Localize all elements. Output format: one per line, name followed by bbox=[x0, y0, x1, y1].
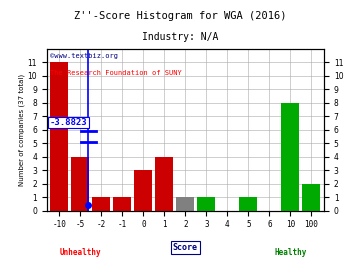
Bar bbox=[302, 184, 320, 211]
Text: -3.8823: -3.8823 bbox=[50, 118, 87, 127]
Text: Healthy: Healthy bbox=[274, 248, 307, 257]
Bar bbox=[135, 170, 152, 211]
Bar bbox=[282, 103, 299, 211]
Text: Z''-Score Histogram for WGA (2016): Z''-Score Histogram for WGA (2016) bbox=[74, 11, 286, 21]
Bar bbox=[72, 157, 89, 211]
Bar bbox=[156, 157, 173, 211]
Text: Unhealthy: Unhealthy bbox=[59, 248, 101, 257]
Bar bbox=[113, 197, 131, 211]
Y-axis label: Number of companies (37 total): Number of companies (37 total) bbox=[18, 73, 25, 186]
Bar bbox=[93, 197, 110, 211]
Bar bbox=[176, 197, 194, 211]
Bar bbox=[198, 197, 215, 211]
Text: Industry: N/A: Industry: N/A bbox=[142, 32, 218, 42]
Text: ©www.textbiz.org: ©www.textbiz.org bbox=[50, 53, 118, 59]
Text: The Research Foundation of SUNY: The Research Foundation of SUNY bbox=[50, 70, 181, 76]
Bar bbox=[239, 197, 257, 211]
Bar bbox=[50, 62, 68, 211]
Text: Score: Score bbox=[173, 243, 198, 252]
